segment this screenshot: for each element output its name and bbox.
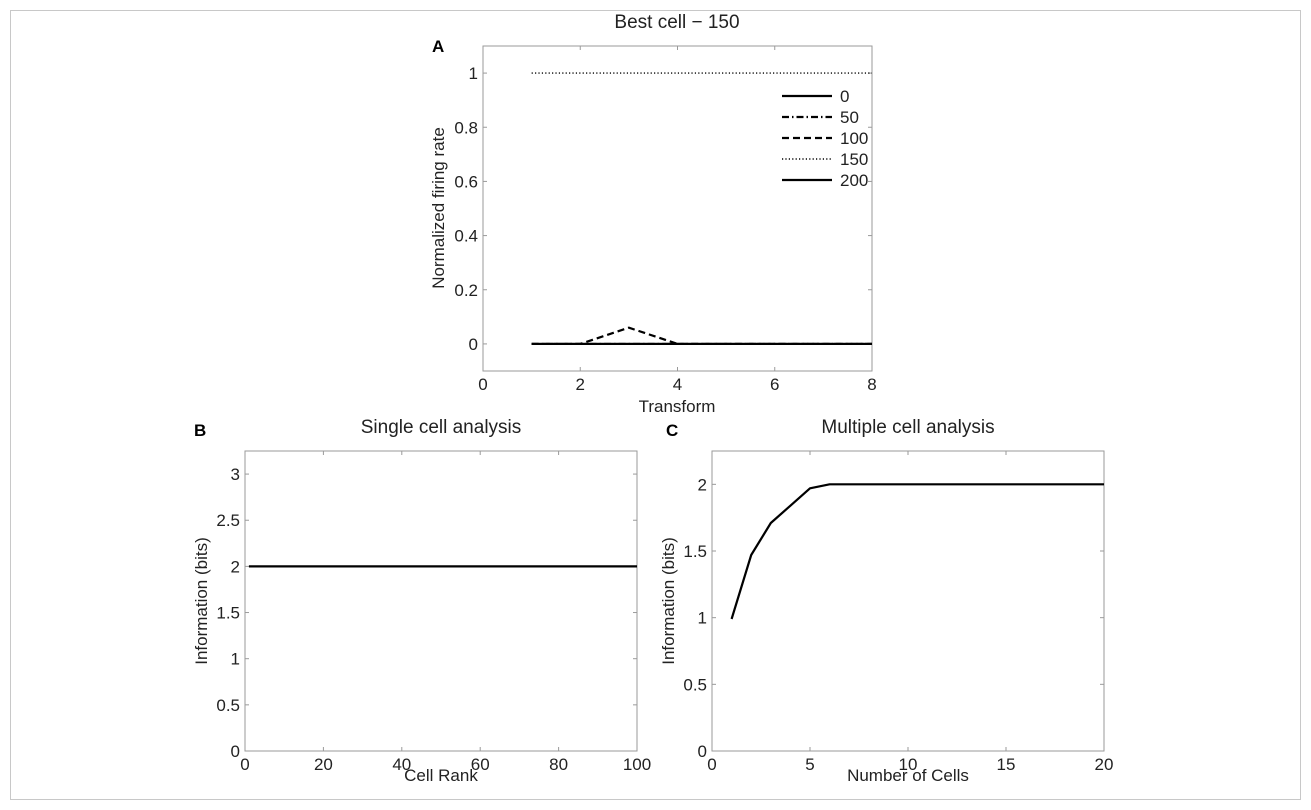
panel-a-y-tick-label: 0.4 (454, 227, 478, 246)
panel-a-y-tick-label: 0.2 (454, 281, 478, 300)
panel-b-x-tick-label: 20 (314, 755, 333, 774)
panel-a-legend-label-150: 150 (840, 150, 868, 169)
panel-c-y-tick-label: 0 (698, 742, 707, 761)
panel-b-x-tick-label: 40 (392, 755, 411, 774)
panel-a-y-tick-label: 0.6 (454, 172, 478, 191)
panel-a-legend-label-0: 0 (840, 87, 849, 106)
panel-c-letter: C (666, 421, 678, 440)
panel-b-y-axis-label: Information (bits) (192, 537, 211, 665)
panel-a-x-tick-label: 0 (478, 375, 487, 394)
panel-c-x-axis-label: Number of Cells (847, 766, 969, 785)
panel-a-x-tick-label: 8 (867, 375, 876, 394)
panel-c-y-tick-label: 2 (698, 475, 707, 494)
panel-a-y-tick-label: 0.8 (454, 118, 478, 137)
panel-a-x-axis-label: Transform (639, 397, 716, 416)
panel-b-x-tick-label: 0 (240, 755, 249, 774)
panel-b-axes-box (244, 450, 638, 752)
panel-c-series-line-0 (730, 483, 1104, 620)
panel-a-legend-label-200: 200 (840, 171, 868, 190)
panel-c-y-tick-label: 1 (698, 609, 707, 628)
panel-c-x-tick-label: 10 (899, 755, 918, 774)
panel-c-title: Multiple cell analysis (821, 417, 994, 438)
panel-b-x-tick-label: 60 (471, 755, 490, 774)
panel-a-letter: A (432, 37, 444, 56)
panel-a-x-tick-label: 6 (770, 375, 779, 394)
panel-c-x-tick-label: 5 (805, 755, 814, 774)
panel-a-y-axis-label: Normalized firing rate (429, 127, 448, 289)
panel-c-y-tick-label: 0.5 (683, 675, 707, 694)
panel-c-y-tick-label: 1.5 (683, 542, 707, 561)
panel-b-letter: B (194, 421, 206, 440)
panel-b-y-tick-label: 2 (231, 557, 240, 576)
panel-a-legend-label-100: 100 (840, 129, 868, 148)
panel-a-title: Best cell − 150 (614, 12, 739, 33)
panel-c-x-tick-label: 20 (1095, 755, 1114, 774)
panel-b-y-tick-label: 0.5 (216, 696, 240, 715)
panel-a-axes-box (482, 45, 873, 372)
panel-a-x-tick-label: 4 (673, 375, 682, 394)
panel-a-y-tick-label: 1 (469, 64, 478, 83)
panel-c-x-tick-label: 15 (997, 755, 1016, 774)
panel-c-y-axis-label: Information (bits) (659, 537, 678, 665)
panel-b-y-tick-label: 2.5 (216, 511, 240, 530)
panel-b-y-tick-label: 1.5 (216, 604, 240, 623)
panel-c-x-tick-label: 0 (707, 755, 716, 774)
panel-b-x-axis-label: Cell Rank (404, 766, 478, 785)
panel-a-legend-label-50: 50 (840, 108, 859, 127)
panel-b-y-tick-label: 3 (231, 465, 240, 484)
panel-b-x-tick-label: 80 (549, 755, 568, 774)
figure-frame (10, 10, 1301, 800)
panel-a-series-line-100 (531, 326, 872, 346)
panel-a-y-tick-label: 0 (469, 335, 478, 354)
panel-b-x-tick-label: 100 (623, 755, 651, 774)
panel-b-y-tick-label: 1 (231, 650, 240, 669)
panel-c-axes-box (711, 450, 1105, 752)
panel-b-y-tick-label: 0 (231, 742, 240, 761)
panel-b-title: Single cell analysis (361, 417, 522, 438)
panel-a-x-tick-label: 2 (576, 375, 585, 394)
